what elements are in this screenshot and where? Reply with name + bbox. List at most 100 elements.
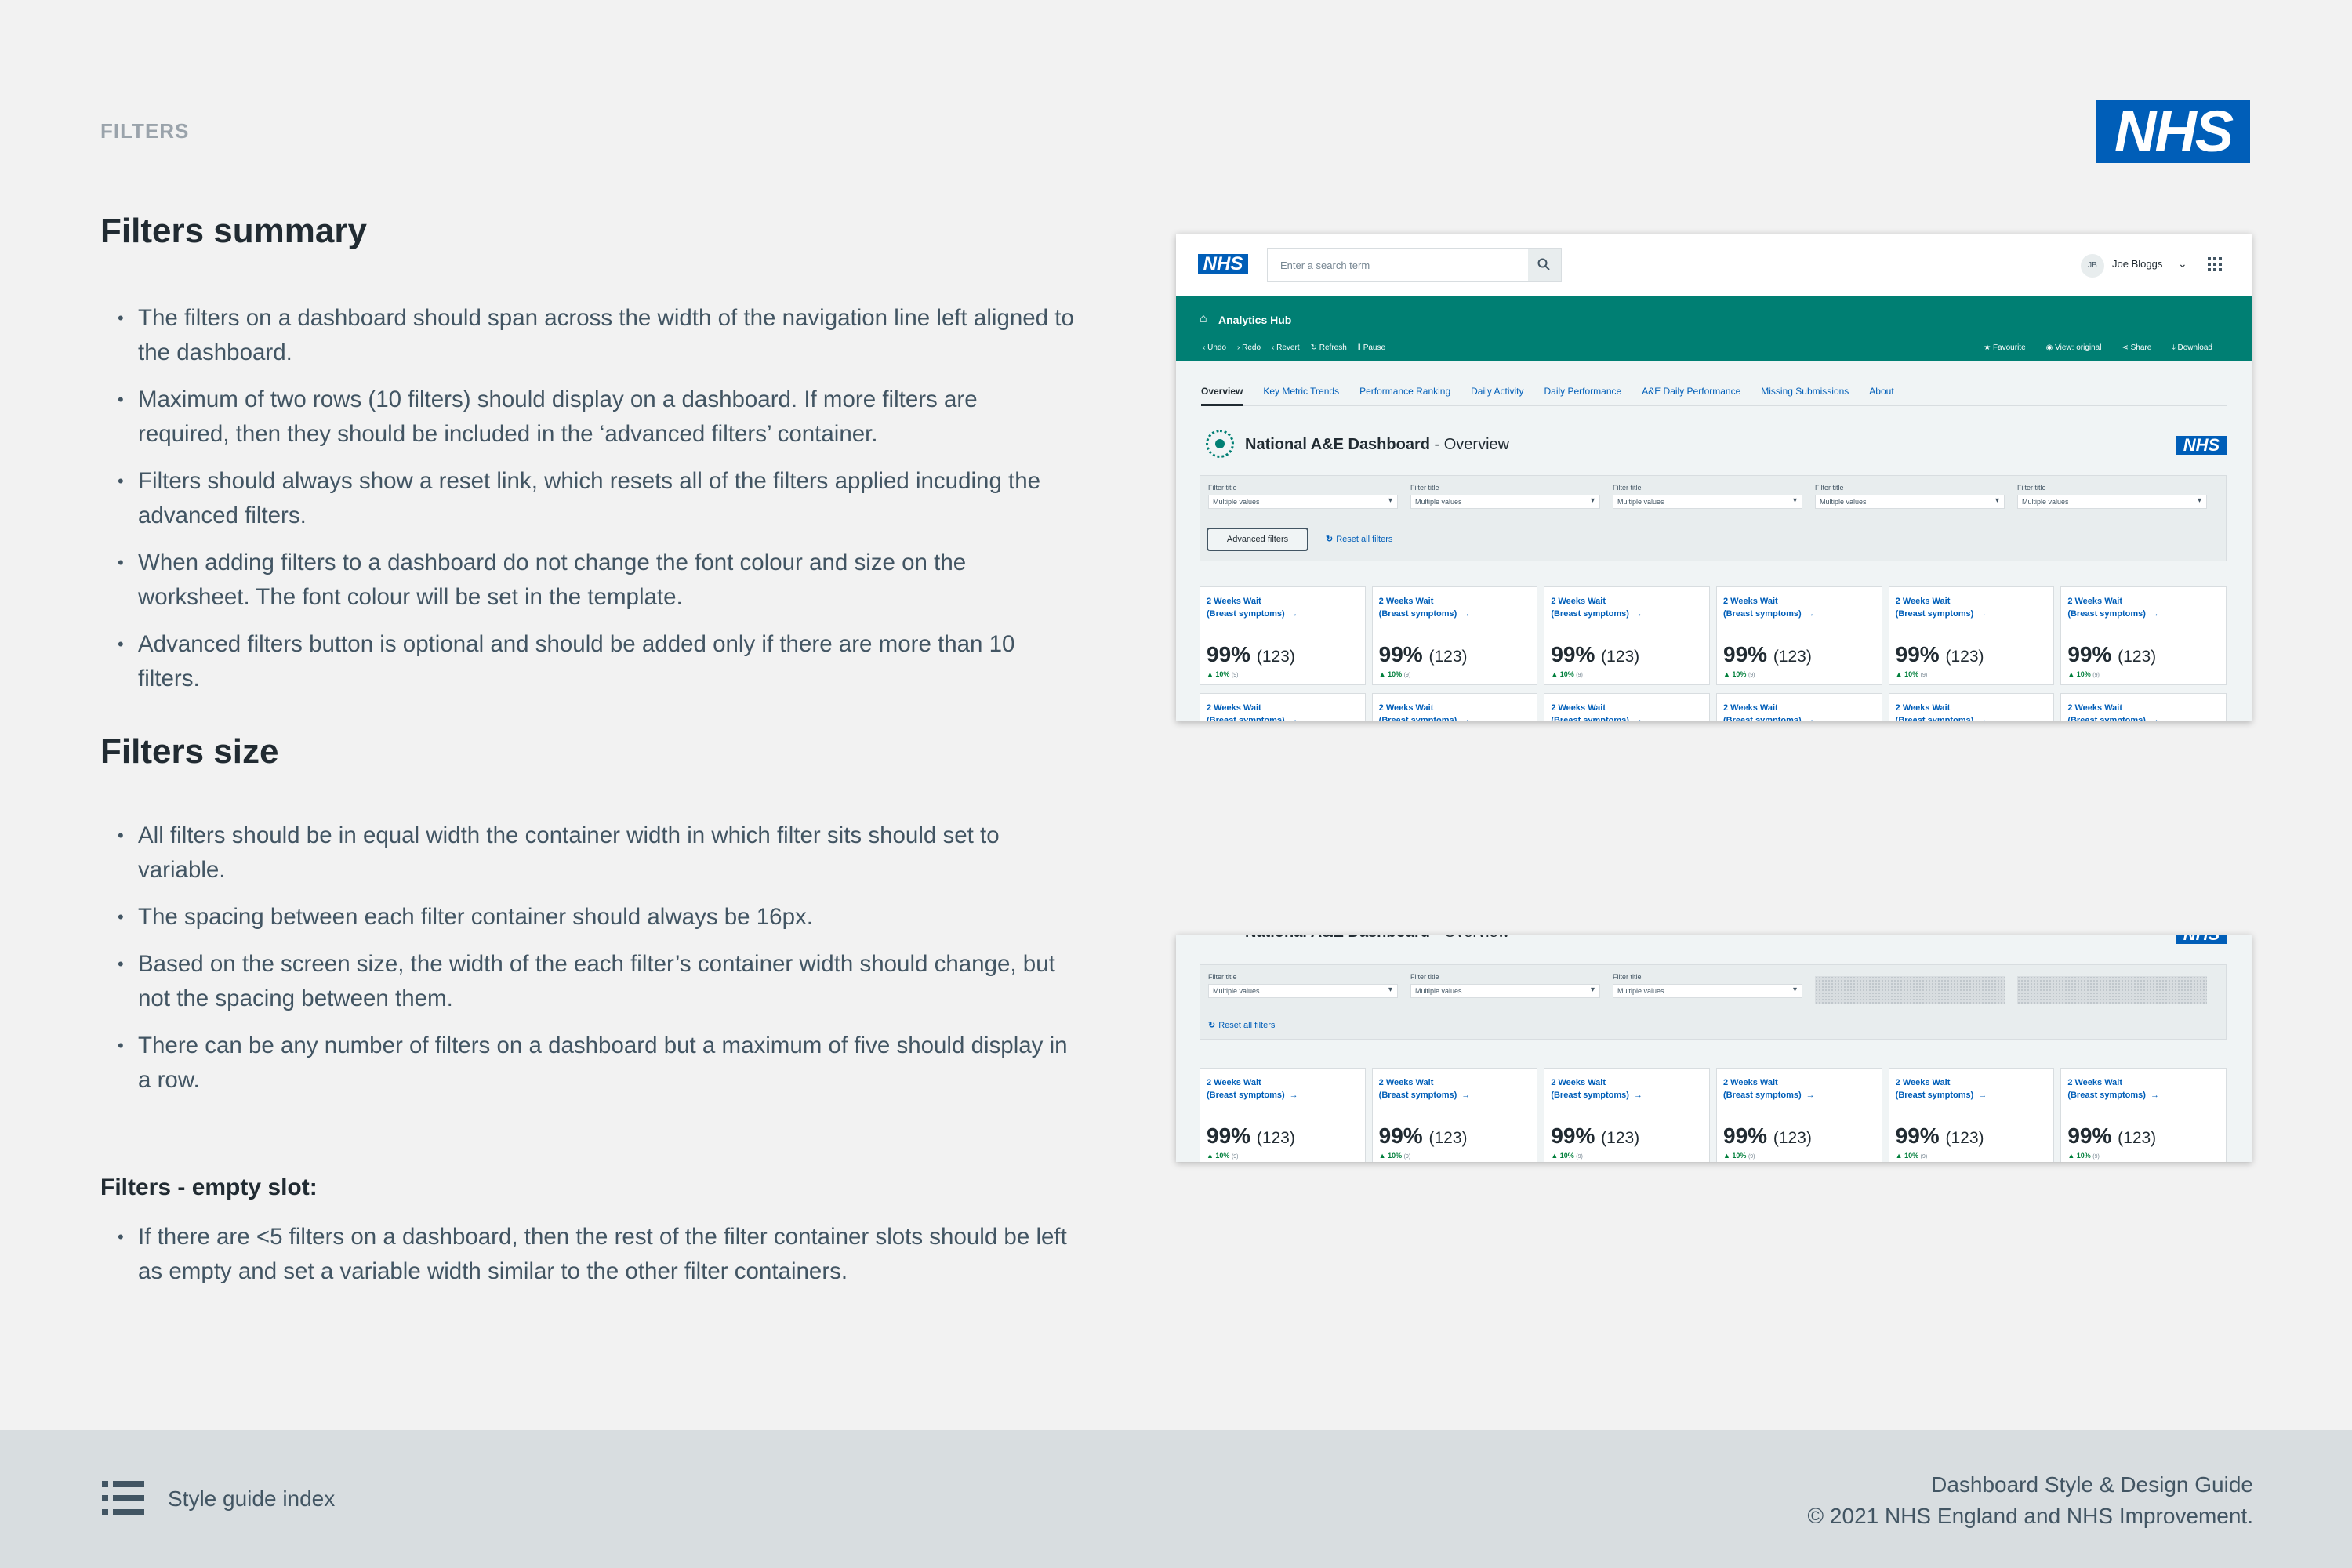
mock-top-bar: NHS Enter a search term JB Joe Bloggs ⌄ — [1176, 234, 2252, 296]
advanced-filters-button[interactable]: Advanced filters — [1207, 528, 1308, 551]
arrow-right-icon: → — [1978, 609, 1987, 619]
arrow-right-icon: → — [1978, 716, 1987, 721]
tab-key-metric-trends[interactable]: Key Metric Trends — [1263, 386, 1340, 397]
kpi-card[interactable]: 2 Weeks Wait (Breast symptoms) → 99% (123) ▲… — [2060, 586, 2227, 685]
dashboard-title: National A&E Dashboard - Overview — [1245, 436, 1510, 453]
empty-filter-slot — [1815, 976, 2005, 1004]
kpi-card[interactable]: 2 Weeks Wait (Breast symptoms) → — [1888, 693, 2055, 721]
tab-performance-ranking[interactable]: Performance Ranking — [1359, 386, 1451, 397]
tab-about[interactable]: About — [1869, 386, 1894, 397]
style-guide-index-link[interactable]: Style guide index — [168, 1486, 336, 1511]
dashboard-mockup-full: NHS Enter a search term JB Joe Bloggs ⌄ … — [1176, 234, 2252, 721]
list-item: Maximum of two rows (10 filters) should … — [118, 383, 1074, 452]
mock-search-input[interactable]: Enter a search term — [1267, 248, 1562, 282]
kpi-card[interactable]: 2 Weeks Wait (Breast symptoms) → 99% (123) ▲… — [1716, 586, 1882, 685]
kpi-card[interactable]: 2 Weeks Wait (Breast symptoms) → 99% (123) ▲… — [1888, 586, 2055, 685]
kpi-card[interactable]: 2 Weeks Wait (Breast symptoms) → 99% (123) ▲… — [1200, 1068, 1366, 1162]
reset-all-link[interactable]: ↻ Reset all filters — [1326, 535, 1393, 544]
filter-1[interactable]: Filter title Multiple values — [1208, 973, 1398, 998]
list-item: Filters should always show a reset link,… — [118, 464, 1074, 533]
toolbar-left: ‹ Undo › Redo ‹ Revert ↻ Refresh ‖ Pause — [1203, 343, 1385, 352]
list-item: Based on the screen size, the width of t… — [118, 947, 1074, 1016]
refresh-icon: ↻ — [1326, 535, 1334, 544]
arrow-right-icon: → — [1289, 609, 1298, 619]
dashboard-nhs-logo: NHS — [2176, 935, 2227, 944]
empty-slot-list: If there are <5 filters on a dashboard, … — [118, 1220, 1074, 1301]
arrow-right-icon: → — [2150, 1091, 2159, 1100]
virus-icon — [1206, 430, 1234, 458]
dashboard-nhs-logo: NHS — [2176, 436, 2227, 455]
home-icon[interactable]: ⌂ — [1200, 312, 1207, 325]
view-button[interactable]: ◉ View: original — [2045, 343, 2102, 352]
filter-2[interactable]: Filter title Multiple values — [1410, 484, 1600, 509]
list-item: Advanced filters button is optional and … — [118, 627, 1074, 696]
filter-4[interactable]: Filter title Multiple values — [1815, 484, 2005, 509]
mock-nhs-logo: NHS — [1198, 254, 1248, 274]
avatar[interactable]: JB — [2081, 254, 2104, 278]
list-icon[interactable] — [102, 1481, 144, 1515]
apps-grid-icon[interactable] — [2208, 257, 2222, 271]
filters-size-list: All filters should be in equal width the… — [118, 818, 1074, 1110]
undo-button[interactable]: ‹ Undo — [1203, 343, 1227, 352]
tab-missing-submissions[interactable]: Missing Submissions — [1761, 386, 1849, 397]
dashboard-tabs: Overview Key Metric Trends Performance R… — [1201, 383, 2227, 406]
tab-daily-performance[interactable]: Daily Performance — [1544, 386, 1622, 397]
filter-1[interactable]: Filter title Multiple values — [1208, 484, 1398, 509]
arrow-right-icon: → — [1978, 1091, 1987, 1100]
user-name[interactable]: Joe Bloggs — [2112, 258, 2163, 270]
refresh-button[interactable]: ↻ Refresh — [1310, 343, 1347, 352]
copyright: © 2021 NHS England and NHS Improvement. — [1807, 1504, 2253, 1528]
footer-credits: Dashboard Style & Design Guide © 2021 NH… — [1808, 1469, 2253, 1532]
arrow-right-icon: → — [1461, 716, 1471, 721]
reset-all-link[interactable]: ↻ Reset all filters — [1208, 1021, 1276, 1030]
kpi-card[interactable]: 2 Weeks Wait (Breast symptoms) → 99% (123) ▲… — [1544, 1068, 1710, 1162]
kpi-card[interactable]: 2 Weeks Wait (Breast symptoms) → 99% (123) ▲… — [2060, 1068, 2227, 1162]
filter-5[interactable]: Filter title Multiple values — [2017, 484, 2207, 509]
tab-overview[interactable]: Overview — [1201, 383, 1243, 406]
arrow-right-icon: → — [2150, 716, 2159, 721]
kpi-card[interactable]: 2 Weeks Wait (Breast symptoms) → — [1371, 693, 1538, 721]
favourite-button[interactable]: ★ Favourite — [1984, 343, 2026, 352]
arrow-right-icon: → — [1461, 1091, 1471, 1100]
revert-button[interactable]: ‹ Revert — [1272, 343, 1300, 352]
search-button[interactable] — [1528, 249, 1561, 281]
kpi-card[interactable]: 2 Weeks Wait (Breast symptoms) → 99% (123) ▲… — [1200, 586, 1366, 685]
analytics-hub-bar: ⌂ Analytics Hub ‹ Undo › Redo ‹ Revert ↻… — [1176, 296, 2252, 361]
filter-2[interactable]: Filter title Multiple values — [1410, 973, 1600, 998]
kpi-cards-row: 2 Weeks Wait (Breast symptoms) → 99% (123) ▲… — [1200, 1068, 2227, 1162]
share-button[interactable]: ⋖ Share — [2122, 343, 2152, 352]
list-item: The spacing between each filter containe… — [118, 900, 1074, 935]
list-item: The filters on a dashboard should span a… — [118, 301, 1074, 370]
search-placeholder: Enter a search term — [1280, 260, 1370, 271]
arrow-right-icon: → — [1806, 1091, 1815, 1100]
footer: Style guide index Dashboard Style & Desi… — [0, 1430, 2352, 1568]
kpi-card[interactable]: 2 Weeks Wait (Breast symptoms) → 99% (123) ▲… — [1371, 586, 1538, 685]
kpi-card[interactable]: 2 Weeks Wait (Breast symptoms) → 99% (123) ▲… — [1888, 1068, 2055, 1162]
kpi-card[interactable]: 2 Weeks Wait (Breast symptoms) → — [1544, 693, 1710, 721]
pause-button[interactable]: ‖ Pause — [1357, 343, 1386, 352]
arrow-right-icon: → — [1806, 716, 1815, 721]
arrow-right-icon: → — [2150, 609, 2159, 619]
kpi-card[interactable]: 2 Weeks Wait (Breast symptoms) → 99% (123) ▲… — [1544, 586, 1710, 685]
download-button[interactable]: ⤓ Download — [2172, 343, 2212, 352]
kpi-card[interactable]: 2 Weeks Wait (Breast symptoms) → — [1716, 693, 1882, 721]
arrow-right-icon: → — [1461, 609, 1471, 619]
kpi-card[interactable]: 2 Weeks Wait (Breast symptoms) → 99% (123) ▲… — [1716, 1068, 1882, 1162]
kpi-card[interactable]: 2 Weeks Wait (Breast symptoms) → 99% (123) ▲… — [1371, 1068, 1538, 1162]
tab-daily-activity[interactable]: Daily Activity — [1471, 386, 1524, 397]
hub-title: Analytics Hub — [1218, 314, 1292, 326]
empty-filter-slot — [2017, 976, 2207, 1004]
filters-summary-heading: Filters summary — [100, 212, 367, 250]
filter-3[interactable]: Filter title Multiple values — [1613, 484, 1802, 509]
empty-slot-heading: Filters - empty slot: — [100, 1174, 318, 1200]
list-item: There can be any number of filters on a … — [118, 1029, 1074, 1098]
filter-3[interactable]: Filter title Multiple values — [1613, 973, 1802, 998]
kpi-card[interactable]: 2 Weeks Wait (Breast symptoms) → — [2060, 693, 2227, 721]
dashboard-mockup-empty-slots: National A&E Dashboard - Overview NHS Fi… — [1176, 935, 2252, 1162]
redo-button[interactable]: › Redo — [1237, 343, 1261, 352]
kpi-card[interactable]: 2 Weeks Wait (Breast symptoms) → — [1200, 693, 1366, 721]
tab-ae-daily-performance[interactable]: A&E Daily Performance — [1642, 386, 1741, 397]
chevron-down-icon[interactable]: ⌄ — [2178, 257, 2187, 270]
arrow-right-icon: → — [1633, 609, 1642, 619]
